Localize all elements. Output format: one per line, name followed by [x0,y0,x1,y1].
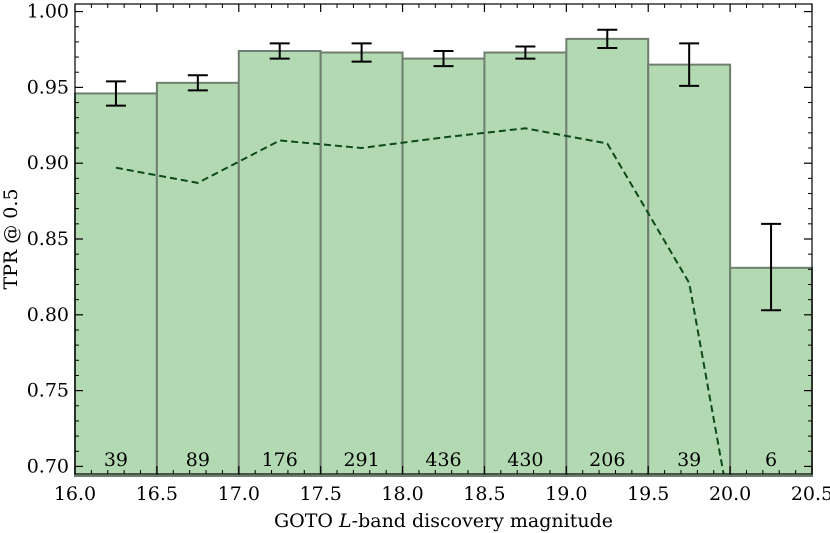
y-axis-title: TPR @ 0.5 [0,188,22,289]
bars-group [74,37,813,478]
count-label-2: 176 [262,449,298,471]
x-tick-label-3: 17.5 [300,483,342,505]
x-tick-label-5: 18.5 [463,483,505,505]
count-label-4: 436 [425,449,461,471]
error-bar-7 [679,42,700,87]
x-tick-label-9: 20.5 [791,483,830,505]
error-bar-2 [269,42,290,60]
dashed-series-line [115,127,725,475]
y-tick-label-4: 0.90 [27,152,69,174]
error-bar-5 [515,45,536,60]
error-bars-group [105,28,782,312]
count-label-8: 6 [765,449,777,471]
bar-7 [647,63,732,477]
count-label-0: 39 [104,449,128,471]
count-label-6: 206 [589,449,625,471]
error-bar-4 [433,50,454,68]
bar-6 [565,37,650,477]
bar-2 [237,50,322,477]
bar-3 [319,51,404,477]
x-tick-label-2: 17.0 [218,483,260,505]
bar-1 [155,81,240,477]
count-label-1: 89 [186,449,210,471]
x-tick-label-8: 20.0 [709,483,751,505]
y-tick-label-6: 1.00 [27,1,69,23]
ticks-group [74,4,813,474]
error-bar-3 [351,42,372,63]
y-tick-label-2: 0.80 [27,304,69,326]
x-axis-title-italic: L [338,510,352,532]
x-tick-label-6: 19.0 [545,483,587,505]
x-axis-title-suffix: -band discovery magnitude [352,510,613,532]
x-tick-label-7: 19.5 [627,483,669,505]
error-bar-1 [187,74,208,92]
bar-5 [483,51,568,477]
error-bar-0 [105,80,126,107]
x-axis-title-prefix: GOTO [274,510,339,532]
count-labels-group: 39 89 176 291 436 430 206 39 6 [104,449,777,471]
y-tick-label-1: 0.75 [27,380,69,402]
count-label-7: 39 [677,449,701,471]
y-tick-label-0: 0.70 [27,455,69,477]
tick-labels-group: 16.0 16.5 17.0 17.5 18.0 18.5 19.0 19.5 20.0 20.5… [27,1,830,505]
x-tick-label-0: 16.0 [54,483,96,505]
bar-0 [74,92,158,478]
x-tick-label-1: 16.5 [136,483,178,505]
x-tick-label-4: 18.0 [381,483,423,505]
x-axis-title: GOTO L-band discovery magnitude [274,510,613,532]
plot-frame [74,3,813,475]
count-label-3: 291 [343,449,379,471]
dashed-line-group [115,127,725,475]
count-label-5: 430 [507,449,543,471]
error-bar-6 [597,28,618,49]
error-bar-8 [761,222,782,312]
y-tick-label-3: 0.85 [27,228,69,250]
bar-4 [401,57,486,477]
y-tick-label-5: 0.95 [27,76,69,98]
